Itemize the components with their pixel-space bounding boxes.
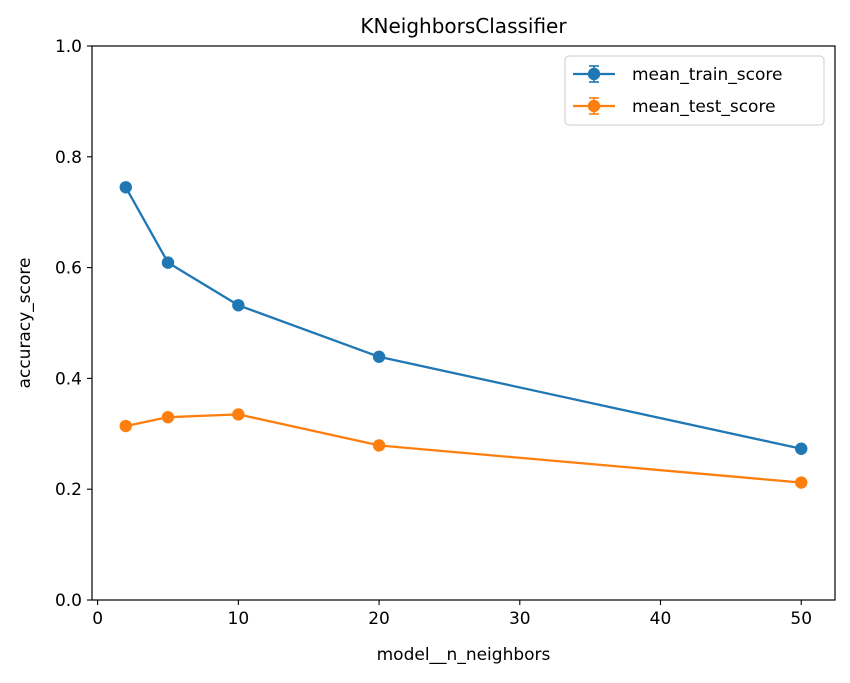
data-point bbox=[119, 181, 132, 194]
data-point bbox=[795, 442, 808, 455]
data-point bbox=[232, 299, 245, 312]
legend-box bbox=[564, 55, 825, 126]
data-point bbox=[795, 476, 808, 489]
data-point bbox=[372, 350, 386, 363]
y-tick-label: 0.4 bbox=[55, 369, 82, 389]
y-axis-label: accuracy_score bbox=[15, 258, 35, 389]
x-tick-label: 20 bbox=[368, 609, 390, 629]
y-tick-label: 0.0 bbox=[55, 591, 82, 611]
x-tick-label: 10 bbox=[228, 609, 250, 629]
legend-label: mean_train_score bbox=[632, 65, 782, 85]
legend: mean_train_score mean_test_score bbox=[564, 55, 825, 126]
chart-title: KNeighborsClassifier bbox=[360, 14, 567, 38]
y-axis-ticks: 0.0 0.2 0.4 0.6 0.8 1.0 bbox=[55, 37, 92, 611]
x-tick-label: 40 bbox=[650, 609, 672, 629]
series-mean_train_score bbox=[119, 181, 808, 455]
x-axis-ticks: 0 10 20 30 40 50 bbox=[92, 600, 812, 629]
data-point bbox=[161, 410, 175, 424]
legend-marker bbox=[587, 67, 601, 81]
axes-frame bbox=[91, 45, 836, 601]
data-point bbox=[161, 256, 175, 269]
y-tick-label: 0.6 bbox=[55, 259, 82, 279]
plot-area bbox=[119, 181, 808, 489]
x-axis-label: model__n_neighbors bbox=[377, 645, 551, 665]
x-tick-label: 50 bbox=[790, 609, 812, 629]
legend-label: mean_test_score bbox=[632, 97, 776, 117]
data-point bbox=[372, 439, 386, 452]
series-mean_test_score bbox=[119, 408, 808, 489]
y-tick-label: 1.0 bbox=[55, 37, 82, 57]
legend-marker bbox=[587, 99, 601, 113]
data-point bbox=[119, 419, 132, 433]
y-tick-label: 0.2 bbox=[55, 480, 82, 500]
x-tick-label: 30 bbox=[509, 609, 531, 629]
legend-entry: mean_test_score bbox=[573, 97, 776, 117]
legend-entry: mean_train_score bbox=[573, 65, 782, 85]
y-tick-label: 0.8 bbox=[55, 148, 82, 168]
x-tick-label: 0 bbox=[92, 609, 103, 629]
data-point bbox=[232, 408, 245, 421]
